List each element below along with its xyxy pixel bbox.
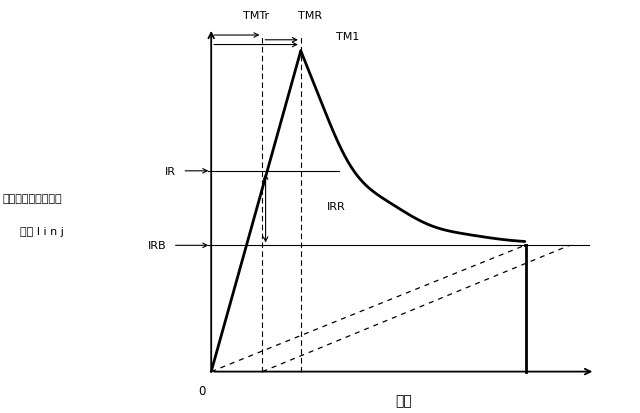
- Text: IRB: IRB: [148, 241, 166, 251]
- Text: IR: IR: [165, 166, 176, 176]
- Text: 0: 0: [198, 384, 205, 397]
- Text: TMTr: TMTr: [243, 11, 269, 21]
- Text: 電流 I i n j: 電流 I i n j: [20, 226, 63, 236]
- Text: TM1: TM1: [336, 31, 360, 42]
- Text: 筒内噴射弁に流れる: 筒内噴射弁に流れる: [2, 193, 62, 203]
- Text: IRR: IRR: [326, 202, 345, 211]
- Text: 時間: 時間: [395, 394, 412, 408]
- Text: TMR: TMR: [298, 11, 323, 21]
